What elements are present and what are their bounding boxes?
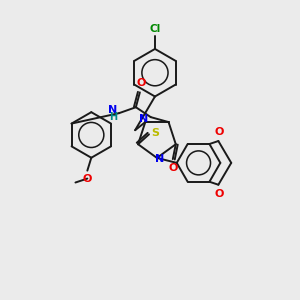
Text: N: N <box>155 154 164 164</box>
Text: H: H <box>109 112 117 122</box>
Text: S: S <box>151 128 159 138</box>
Text: N: N <box>108 105 117 115</box>
Text: O: O <box>83 174 92 184</box>
Text: O: O <box>215 127 224 137</box>
Text: O: O <box>168 163 178 173</box>
Text: N: N <box>139 114 148 124</box>
Text: O: O <box>215 189 224 199</box>
Text: O: O <box>136 78 146 88</box>
Text: Cl: Cl <box>149 24 161 34</box>
